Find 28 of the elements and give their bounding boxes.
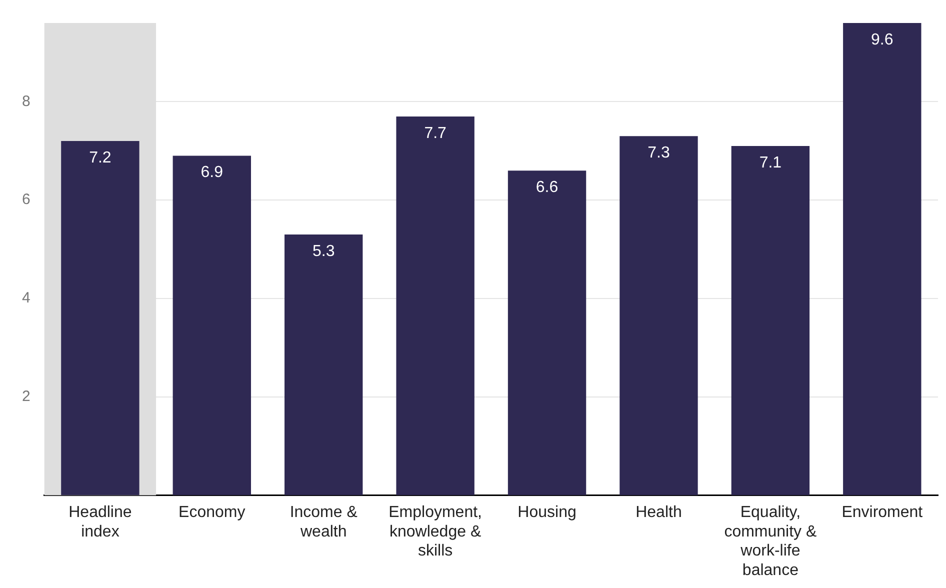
y-tick-label: 8	[22, 92, 30, 110]
x-tick-label: Health	[636, 504, 682, 522]
data-label: 7.1	[759, 154, 782, 172]
x-tick-label: Headline index	[68, 504, 132, 540]
x-tick-label: Enviroment	[842, 504, 924, 522]
bar	[284, 234, 363, 496]
x-tick-label: Income & wealth	[290, 504, 358, 540]
data-label: 7.2	[89, 149, 112, 166]
x-tick-label: Employment, knowledge & skills	[388, 504, 482, 560]
data-label: 7.7	[424, 124, 447, 142]
data-label: 7.3	[648, 144, 670, 162]
bar	[508, 170, 586, 496]
bar	[843, 23, 922, 496]
bar	[396, 116, 474, 496]
bar	[172, 156, 251, 496]
x-tick-label: Housing	[518, 504, 576, 522]
data-label: 5.3	[312, 242, 335, 260]
data-label: 6.6	[536, 178, 558, 196]
data-label: 9.6	[871, 31, 894, 48]
bar	[620, 136, 698, 496]
y-tick-label: 6	[22, 191, 30, 208]
y-tick-label: 2	[22, 388, 30, 405]
x-tick-label: Economy	[178, 504, 246, 522]
data-label: 6.9	[200, 164, 224, 182]
x-tick-label: Equality, community & work-life balance	[724, 504, 817, 579]
y-tick-label: 4	[22, 290, 30, 307]
bar	[731, 146, 810, 496]
bar	[61, 141, 140, 496]
